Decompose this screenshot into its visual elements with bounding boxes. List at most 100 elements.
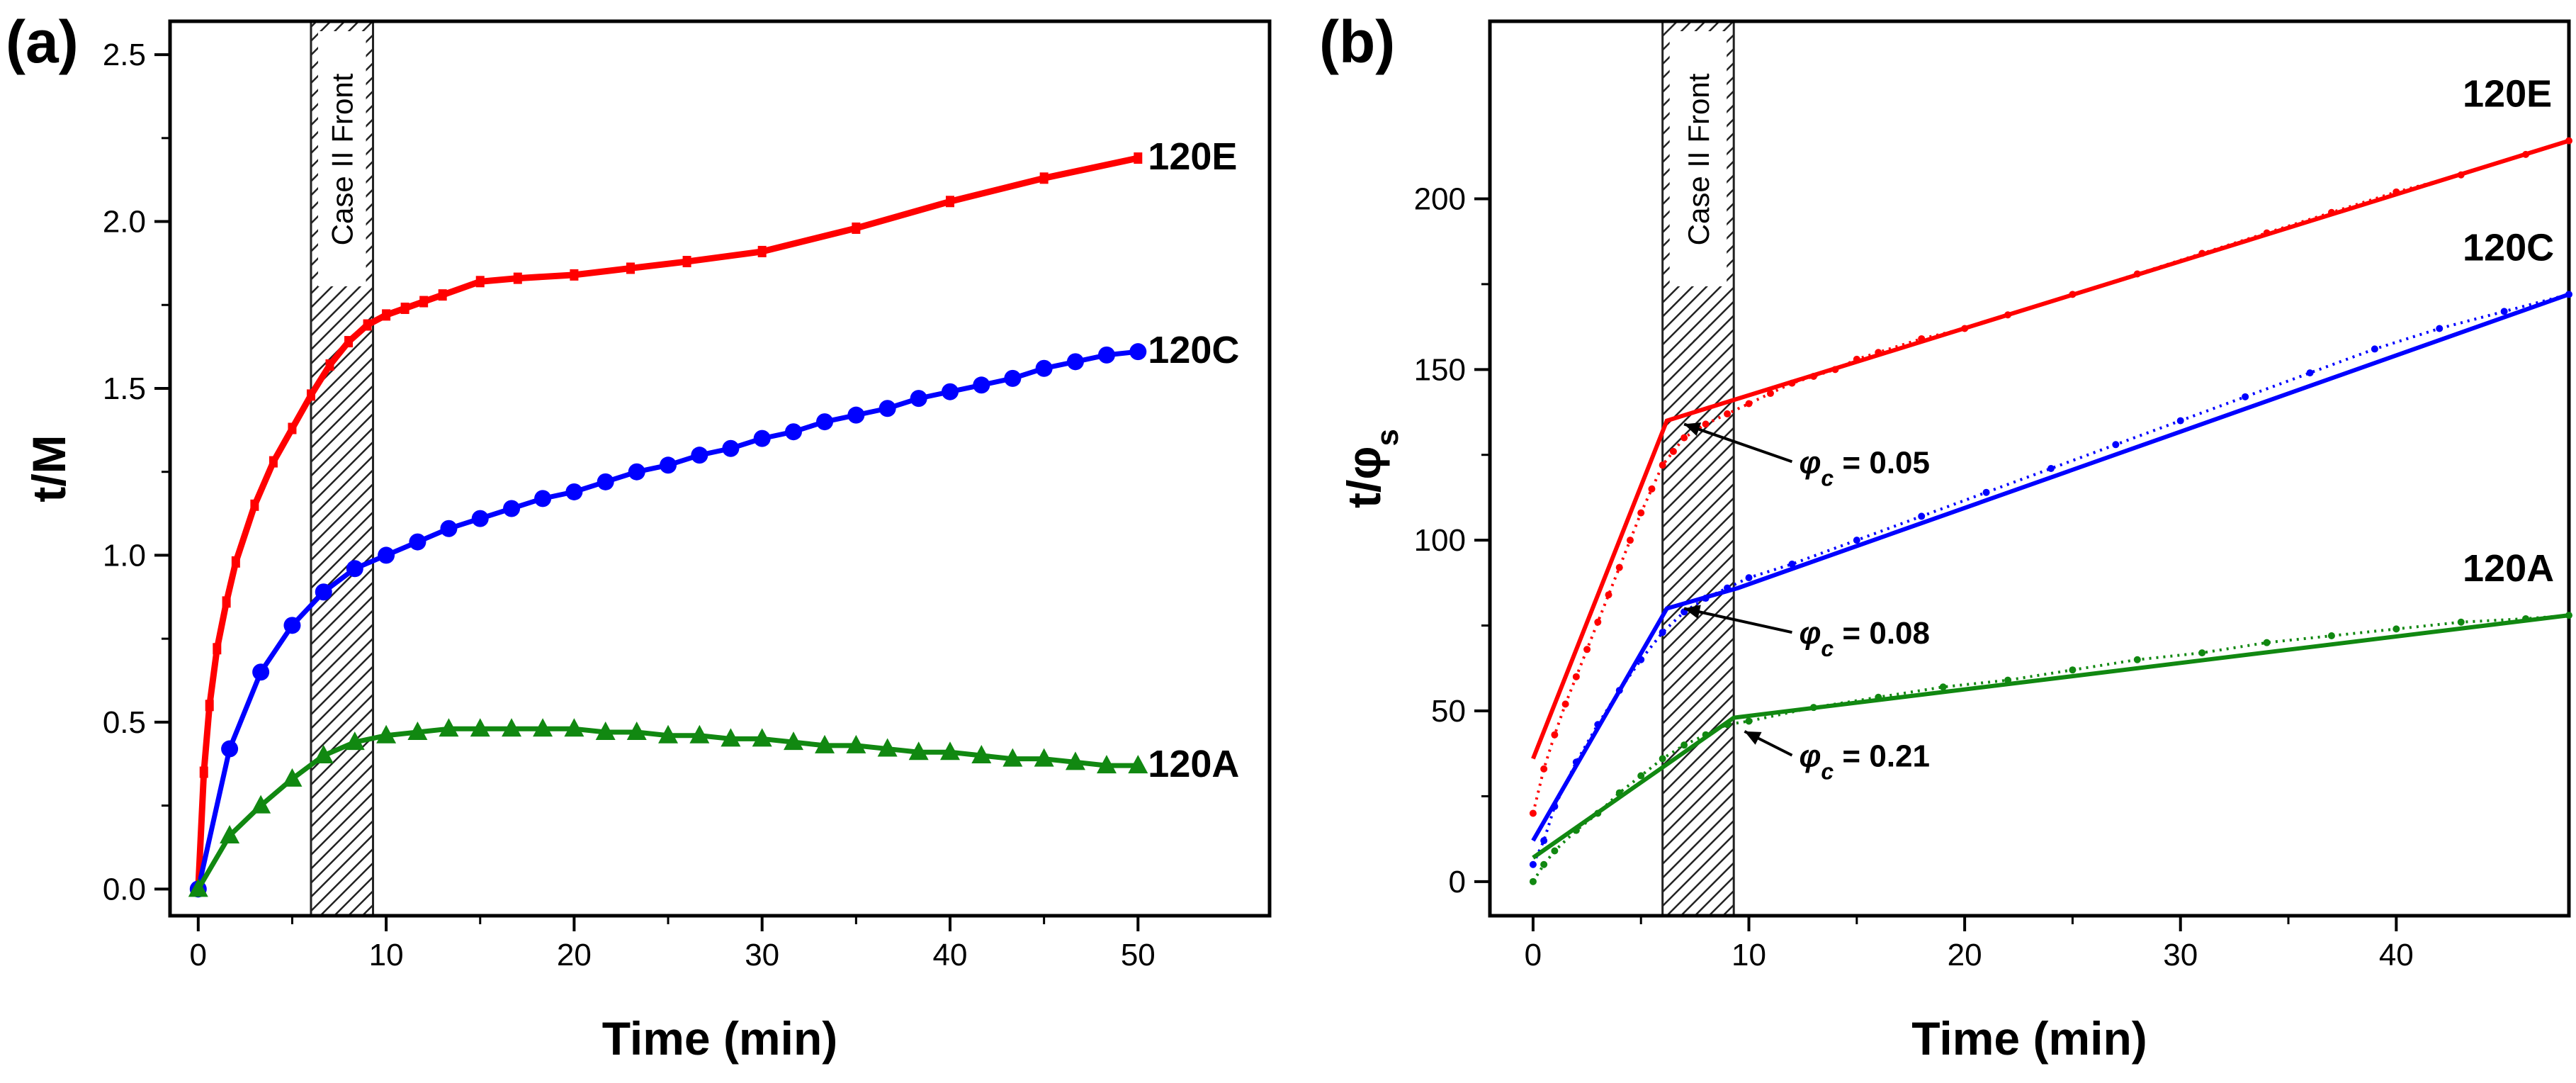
data-point-120e xyxy=(344,336,354,348)
annotation-value: = 0.21 xyxy=(1834,739,1930,774)
series-label-group: 120E 120C 120A xyxy=(2463,73,2554,590)
data-point-120a xyxy=(376,724,397,743)
data-point-120a xyxy=(1659,755,1666,763)
data-point-120a xyxy=(2327,632,2335,640)
data-point-120e xyxy=(363,319,372,331)
data-point-120a xyxy=(313,744,334,763)
panel-a: (a) Case II Front 0 10 20 30 40 50 0.0 0.5 1.0 1.… xyxy=(6,9,1272,1065)
data-point-120c xyxy=(565,483,583,500)
x-tick-label: 30 xyxy=(2163,938,2198,972)
fit-line-120e xyxy=(1531,138,2570,760)
series-label-120a: 120A xyxy=(1148,743,1239,785)
panel-b: (b) Case II Front 0 10 20 30 40050100150200 … xyxy=(1319,9,2572,1065)
data-point-120e xyxy=(250,499,259,511)
data-point-120a xyxy=(783,731,803,751)
y-tick-label: 200 xyxy=(1414,181,1466,216)
series-label-120e: 120E xyxy=(1148,135,1237,178)
data-point-120c xyxy=(221,740,239,758)
data-point-120c xyxy=(409,533,426,551)
plot-frame xyxy=(168,19,1272,918)
data-point-120c xyxy=(691,447,708,464)
x-tick-label: 30 xyxy=(745,938,779,972)
annotation-label: φc = 0.21 xyxy=(1799,739,1930,785)
data-point-120c xyxy=(847,406,865,424)
data-point-120c xyxy=(910,390,927,408)
tick-group: 0 10 20 30 40 0 50 100 150 200 xyxy=(1414,181,2414,972)
data-point-120e xyxy=(382,309,391,321)
data-point-120e xyxy=(222,596,231,608)
data-point-120c xyxy=(879,400,896,417)
data-point-120e xyxy=(1039,172,1049,184)
tick-group: 0 10 20 30 40 50 0.0 0.5 1.0 1.5 2.0 2.5 xyxy=(103,38,1156,972)
data-point-120a xyxy=(344,731,365,751)
data-point-120c xyxy=(660,456,677,474)
data-point-120c xyxy=(1004,369,1022,387)
x-tick-label: 20 xyxy=(557,938,592,972)
data-point-120a xyxy=(658,724,679,743)
band-label-background xyxy=(317,31,366,286)
axes-frame xyxy=(168,19,1272,918)
x-axis-title: Time (min) xyxy=(1911,1012,2147,1065)
case-ii-front-band: Case II Front xyxy=(1661,20,1735,917)
x-tick-label: 10 xyxy=(369,938,404,972)
data-point-120c xyxy=(941,383,959,400)
data-point-120e xyxy=(1669,447,1677,455)
panel-a-label: (a) xyxy=(6,9,79,75)
data-point-120a xyxy=(2133,656,2141,663)
data-point-120a xyxy=(908,741,929,761)
data-point-120c xyxy=(503,500,521,517)
annotation-label: φc = 0.08 xyxy=(1799,616,1930,661)
data-point-120a xyxy=(1939,683,1947,691)
data-point-120c xyxy=(2047,465,2055,472)
annotation-arrow xyxy=(1683,422,1793,464)
data-point-120c xyxy=(1066,353,1084,371)
data-point-120a xyxy=(752,728,772,747)
series-label-120e: 120E xyxy=(2463,73,2552,116)
series-label-120a: 120A xyxy=(2463,547,2554,590)
data-point-120a xyxy=(407,722,428,741)
data-point-120a xyxy=(2263,639,2271,646)
data-point-120a xyxy=(470,718,490,737)
data-point-120e xyxy=(199,766,208,778)
data-point-120e xyxy=(852,222,861,234)
y-axis-title-subscript: s xyxy=(1370,429,1405,446)
data-point-120a xyxy=(251,795,271,814)
case-ii-front-band: Case II Front xyxy=(310,20,375,917)
annotation-value: = 0.05 xyxy=(1834,445,1930,480)
data-point-120a xyxy=(877,738,898,757)
x-tick-label: 0 xyxy=(1525,938,1542,972)
data-point-120c xyxy=(252,663,270,681)
annotation-arrowhead xyxy=(1744,731,1762,745)
data-point-120c xyxy=(722,439,740,457)
data-point-120a xyxy=(188,878,208,897)
data-point-120e xyxy=(570,269,579,281)
data-point-120e xyxy=(288,422,297,434)
y-tick-label: 1.0 xyxy=(103,538,146,573)
data-point-120c xyxy=(628,463,645,481)
data-point-120e xyxy=(475,276,485,288)
x-tick-label: 0 xyxy=(190,938,207,972)
y-tick-label: 2.0 xyxy=(103,205,146,240)
series-group xyxy=(1529,137,2572,885)
y-axis-title-main: t/φ xyxy=(1338,446,1390,508)
y-axis-title: t/M xyxy=(23,434,75,502)
y-tick-label: 0.0 xyxy=(103,872,146,907)
annotation-label: φc = 0.05 xyxy=(1799,445,1930,490)
y-axis-title: t/φs xyxy=(1338,429,1405,508)
annotation-arrow xyxy=(1683,607,1792,634)
y-tick-label: 100 xyxy=(1414,523,1466,558)
data-point-120c xyxy=(784,423,802,441)
x-tick-label: 50 xyxy=(1121,938,1156,972)
data-point-120a xyxy=(1551,847,1559,855)
annotation-symbol: φ xyxy=(1799,616,1821,651)
x-tick-label: 40 xyxy=(2379,938,2414,972)
data-point-120e xyxy=(269,456,278,468)
axes-frame xyxy=(1488,19,2571,918)
annotation-subscript: c xyxy=(1821,465,1834,490)
band-label: Case II Front xyxy=(326,73,359,245)
data-point-120a xyxy=(626,722,647,741)
data-point-120c xyxy=(1097,346,1115,364)
data-point-120e xyxy=(945,196,954,208)
